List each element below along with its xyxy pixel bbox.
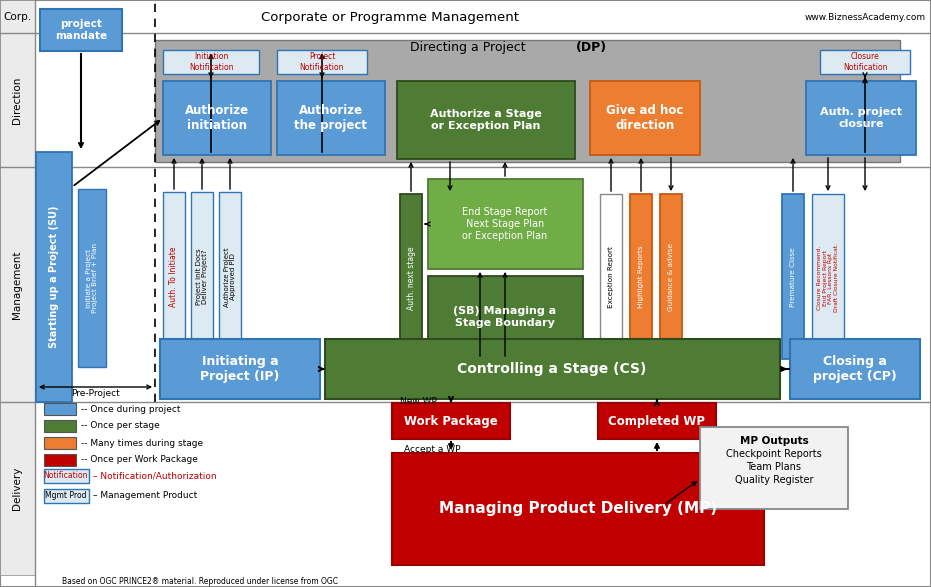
Bar — [277, 50, 367, 74]
Text: Corporate or Programme Management: Corporate or Programme Management — [261, 11, 519, 23]
Text: New WP: New WP — [399, 396, 437, 406]
Text: Project
Notification: Project Notification — [300, 52, 344, 72]
Text: Authorize
the project: Authorize the project — [294, 104, 368, 132]
Text: Guidance & advise: Guidance & advise — [668, 243, 674, 311]
Text: Auth. project
closure: Auth. project closure — [820, 107, 902, 129]
Bar — [790, 339, 920, 399]
Text: Based on OGC PRINCE2® material. Reproduced under license from OGC: Based on OGC PRINCE2® material. Reproduc… — [62, 576, 338, 585]
Bar — [44, 403, 76, 415]
Bar — [78, 189, 106, 367]
Text: Authorize Project
Approved PID: Authorize Project Approved PID — [223, 247, 236, 307]
Text: -- Once per Work Package: -- Once per Work Package — [81, 456, 198, 464]
Text: Mgmt Prod: Mgmt Prod — [46, 491, 87, 501]
Text: Auth. To Initiate: Auth. To Initiate — [169, 247, 179, 307]
Text: Premature Close: Premature Close — [790, 247, 796, 307]
Text: Direction: Direction — [12, 76, 22, 124]
Bar — [630, 194, 652, 359]
Bar — [820, 50, 910, 74]
Bar — [428, 179, 583, 269]
Text: Highlight Reports: Highlight Reports — [638, 246, 644, 308]
Bar — [163, 192, 185, 362]
Bar — [0, 167, 35, 402]
Text: Pre-Project: Pre-Project — [71, 390, 119, 399]
Bar — [392, 403, 510, 439]
Bar — [590, 81, 700, 155]
Text: (SB) Managing a
Stage Boundary: (SB) Managing a Stage Boundary — [453, 306, 557, 328]
Bar — [325, 339, 780, 399]
Text: -- Once per stage: -- Once per stage — [81, 421, 160, 430]
Bar — [598, 403, 716, 439]
Text: Project Init Docs
Deliver Project?: Project Init Docs Deliver Project? — [196, 249, 209, 305]
Bar — [219, 192, 241, 362]
Bar — [44, 469, 89, 483]
Text: Authorize a Stage
or Exception Plan: Authorize a Stage or Exception Plan — [430, 109, 542, 131]
Text: Initiating a
Project (IP): Initiating a Project (IP) — [200, 355, 279, 383]
Bar — [277, 81, 385, 155]
Bar — [44, 420, 76, 432]
Text: Starting up a Project (SU): Starting up a Project (SU) — [49, 206, 59, 348]
Text: – Notification/Authorization: – Notification/Authorization — [93, 471, 217, 481]
Bar — [44, 454, 76, 466]
Text: Closure
Notification: Closure Notification — [843, 52, 887, 72]
Bar — [397, 81, 575, 159]
Text: -- Once during project: -- Once during project — [81, 404, 181, 413]
Text: Closure Recommend.
End Project Report
FAR, Lessons Rpt
Draft Closure Notificat.: Closure Recommend. End Project Report FA… — [816, 244, 839, 312]
Text: project
mandate: project mandate — [55, 19, 107, 41]
Text: Initiate a Project
Project Brief + Plan: Initiate a Project Project Brief + Plan — [86, 243, 99, 313]
Bar — [155, 40, 900, 162]
Text: Management: Management — [12, 250, 22, 319]
Text: -- Many times during stage: -- Many times during stage — [81, 438, 203, 447]
Bar — [0, 0, 35, 33]
Text: Corp.: Corp. — [3, 12, 31, 22]
Bar — [191, 192, 213, 362]
Text: Managing Product Delivery (MP): Managing Product Delivery (MP) — [439, 501, 717, 517]
Text: Checkpoint Reports: Checkpoint Reports — [726, 449, 822, 459]
Bar — [40, 9, 122, 51]
Text: Authorize
initiation: Authorize initiation — [185, 104, 250, 132]
Text: Notification: Notification — [44, 471, 88, 481]
Text: Initiation
Notification: Initiation Notification — [189, 52, 234, 72]
Bar — [44, 489, 89, 503]
Text: www.BiznessAcademy.com: www.BiznessAcademy.com — [804, 12, 925, 22]
Text: Quality Register: Quality Register — [735, 475, 814, 485]
Text: (DP): (DP) — [576, 41, 607, 53]
Bar — [782, 194, 804, 359]
Bar — [400, 194, 422, 362]
Bar — [392, 453, 764, 565]
Bar — [600, 194, 622, 359]
Text: Closing a
project (CP): Closing a project (CP) — [813, 355, 897, 383]
Text: Controlling a Stage (CS): Controlling a Stage (CS) — [457, 362, 647, 376]
Bar — [44, 437, 76, 449]
Text: – Management Product: – Management Product — [93, 491, 197, 501]
Bar — [0, 33, 35, 167]
Text: Accept a WP: Accept a WP — [404, 446, 460, 454]
Bar — [700, 427, 848, 509]
Bar — [0, 402, 35, 575]
Bar — [36, 152, 72, 402]
Text: Auth. next stage: Auth. next stage — [407, 246, 415, 310]
Bar — [428, 276, 583, 359]
Text: Directing a Project: Directing a Project — [411, 41, 530, 53]
Text: Delivery: Delivery — [12, 467, 22, 510]
Text: Give ad hoc
direction: Give ad hoc direction — [606, 104, 683, 132]
Bar — [812, 194, 844, 362]
Text: Exception Report: Exception Report — [608, 246, 614, 308]
Bar — [660, 194, 682, 359]
Bar — [163, 81, 271, 155]
Bar — [160, 339, 320, 399]
Text: End Stage Report
Next Stage Plan
or Exception Plan: End Stage Report Next Stage Plan or Exce… — [463, 207, 547, 241]
Bar — [806, 81, 916, 155]
Text: MP Outputs: MP Outputs — [739, 436, 808, 446]
Text: Team Plans: Team Plans — [747, 462, 802, 472]
Text: Completed WP: Completed WP — [609, 414, 706, 427]
Bar — [163, 50, 259, 74]
Text: Work Package: Work Package — [404, 414, 498, 427]
